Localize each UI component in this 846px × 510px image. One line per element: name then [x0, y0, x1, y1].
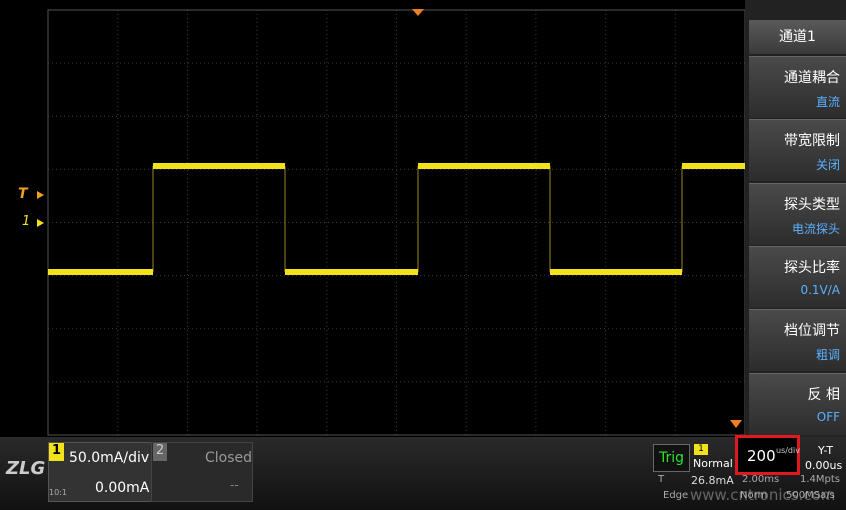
trig-label[interactable]: Trig — [653, 444, 690, 472]
menu-value: OFF — [816, 409, 840, 424]
acq-rate: 500MSa/s — [786, 490, 835, 501]
menu-value: 0.1V/A — [800, 282, 840, 297]
menu-value: 粗调 — [815, 348, 840, 363]
menu-item[interactable]: 档位调节粗调 — [749, 309, 846, 372]
channel-arrow — [37, 219, 44, 227]
menu-value: 直流 — [815, 95, 840, 109]
acq-points: 1.4Mpts — [800, 474, 841, 485]
ch1-scale: 50.0mA/div — [69, 450, 150, 466]
ch1-number: 1 — [49, 443, 64, 461]
menu-item[interactable]: 探头比率 0.1V/A — [749, 245, 846, 308]
menu-label: 通道耦合 — [784, 70, 840, 86]
time-mode: Y-T — [818, 444, 834, 457]
trigger-level-arrow — [37, 191, 44, 199]
timebase-box[interactable] — [735, 435, 800, 475]
trig-type: Edge — [663, 490, 689, 501]
menu-value: 电流探头 — [791, 221, 840, 236]
watermark: www.cntronics.com — [690, 486, 836, 504]
trig-mode: Normal — [693, 457, 733, 470]
menu-item[interactable]: 反 相 OFF — [749, 372, 846, 435]
ch2-offset: -- — [230, 478, 239, 492]
trig-level: 26.8mA — [691, 474, 734, 487]
ch1-offset: 0.00mA — [95, 480, 150, 496]
menu-item[interactable]: 通道耦合直流 — [749, 56, 846, 118]
ch2-number: 2 — [153, 443, 167, 461]
timebase-marker — [730, 420, 742, 428]
menu-label: 带宽限制 — [784, 133, 840, 150]
ch2-state: Closed — [205, 450, 253, 466]
timebase-value: 200 — [747, 447, 776, 465]
trigger-marker: T — [18, 186, 28, 202]
menu-item[interactable]: 探头类型电流探头 — [749, 182, 846, 245]
acq-length: 2.00ms — [742, 474, 780, 485]
ch1-box[interactable] — [48, 442, 152, 502]
trigger-position-marker — [412, 9, 424, 16]
trig-sweep: Norm — [740, 490, 768, 501]
menu-title: 通道1 — [749, 20, 846, 54]
ch2-box[interactable] — [151, 442, 253, 502]
menu-value: 关闭 — [815, 158, 840, 173]
channel-marker: 1 — [22, 214, 31, 229]
waveform-edges — [152, 166, 683, 272]
timebase-unit: us/div — [776, 446, 800, 455]
menu-item[interactable]: 带宽限制关闭 — [749, 119, 846, 182]
menu-label: 探头比率 — [784, 259, 840, 276]
trig-level-label: T — [658, 474, 665, 485]
logo: ZLG — [6, 458, 46, 479]
menu-label: 反 相 — [807, 386, 840, 403]
menu-label: 探头类型 — [784, 196, 840, 213]
menu-label: 档位调节 — [784, 323, 840, 340]
trig-source: 1 — [694, 444, 708, 455]
time-delay: 0.00us — [805, 459, 843, 472]
waveform — [48, 163, 745, 275]
ch1-ratio: 10:1 — [49, 488, 67, 497]
